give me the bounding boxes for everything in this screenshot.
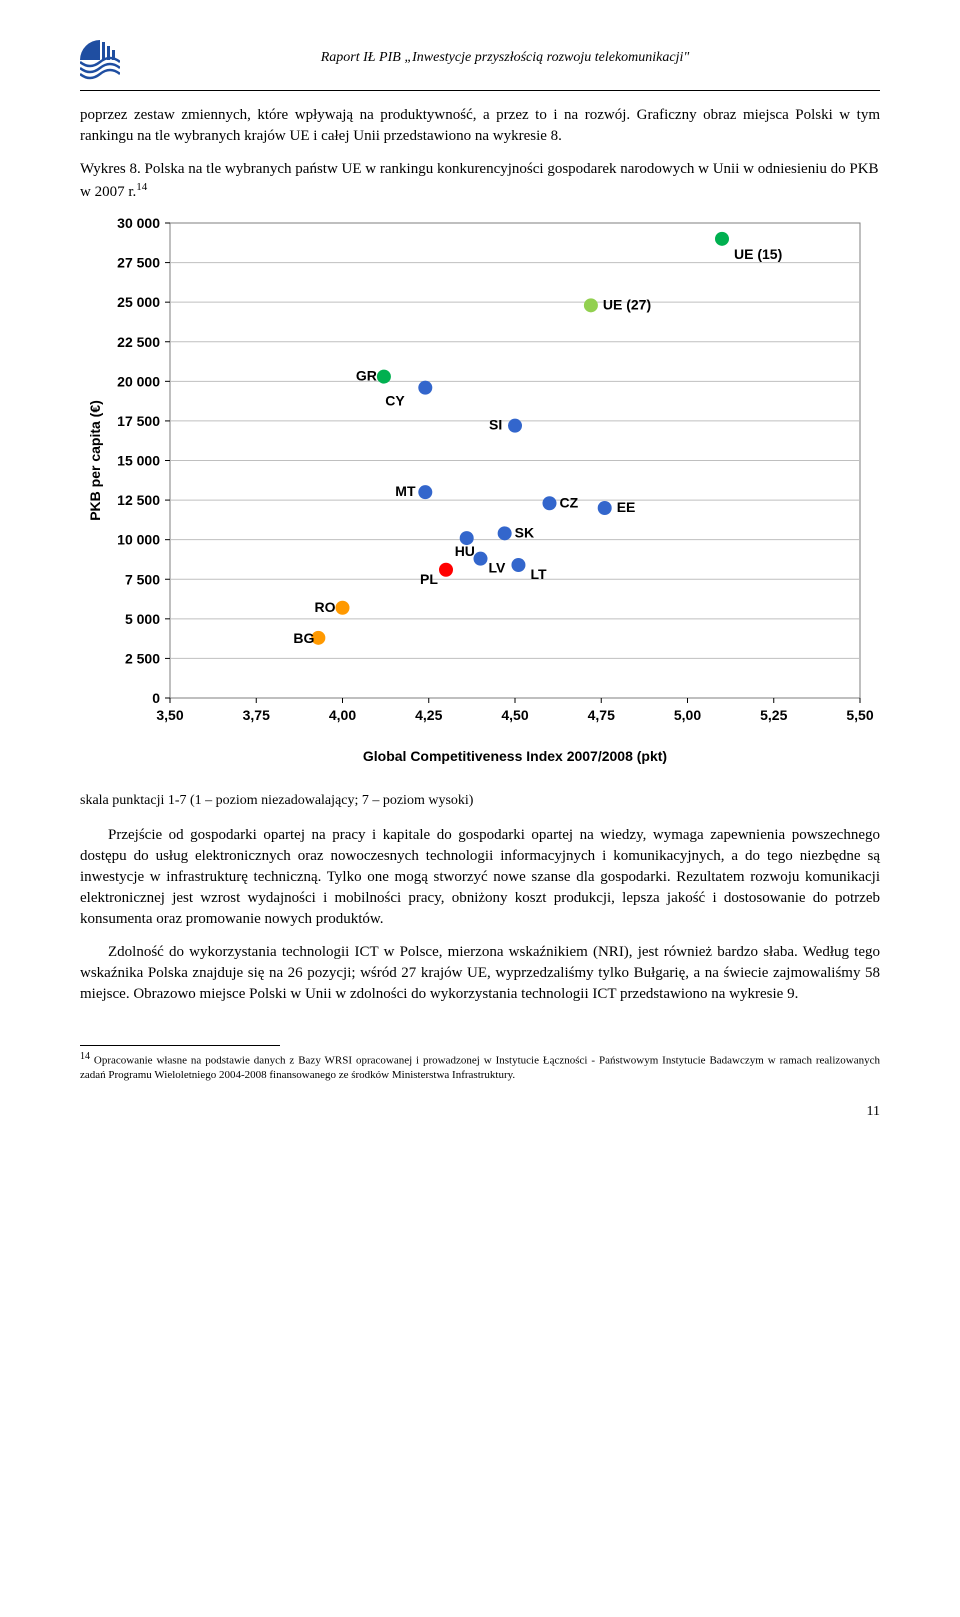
svg-text:7 500: 7 500 xyxy=(125,571,160,587)
svg-text:5,50: 5,50 xyxy=(846,707,873,723)
svg-text:UE (27): UE (27) xyxy=(603,296,651,312)
page-header: Raport IŁ PIB „Inwestycje przyszłością r… xyxy=(80,40,880,80)
svg-text:4,00: 4,00 xyxy=(329,707,356,723)
svg-text:25 000: 25 000 xyxy=(117,294,160,310)
svg-text:10 000: 10 000 xyxy=(117,532,160,548)
scatter-chart: 0 2 500 5 000 7 500 10 000 12 500 15 000 17 500… xyxy=(80,213,880,773)
svg-text:GR: GR xyxy=(356,368,377,384)
caption-label: Wykres 8. xyxy=(80,161,141,177)
svg-text:4,25: 4,25 xyxy=(415,707,442,723)
svg-text:Global Competitiveness Index 2: Global Competitiveness Index 2007/2008 (… xyxy=(363,748,667,764)
svg-text:CY: CY xyxy=(385,393,405,409)
scatter-svg: 0 2 500 5 000 7 500 10 000 12 500 15 000 17 500… xyxy=(80,213,880,773)
caption-text: Polska na tle wybranych państw UE w rank… xyxy=(80,161,879,200)
svg-text:3,50: 3,50 xyxy=(156,707,183,723)
svg-text:22 500: 22 500 xyxy=(117,334,160,350)
svg-text:5,00: 5,00 xyxy=(674,707,701,723)
body-paragraph-2: Zdolność do wykorzystania technologii IC… xyxy=(80,942,880,1005)
body-paragraph-1: Przejście od gospodarki opartej na pracy… xyxy=(80,825,880,930)
svg-text:BG: BG xyxy=(293,630,314,646)
svg-text:4,50: 4,50 xyxy=(501,707,528,723)
page-number: 11 xyxy=(80,1102,880,1122)
svg-text:17 500: 17 500 xyxy=(117,413,160,429)
svg-text:PKB per capita (€): PKB per capita (€) xyxy=(87,400,103,521)
svg-text:UE (15): UE (15) xyxy=(734,246,782,262)
svg-text:27 500: 27 500 xyxy=(117,255,160,271)
intro-paragraph: poprzez zestaw zmiennych, które wpływają… xyxy=(80,105,880,147)
scale-note: skala punktacji 1-7 (1 – poziom niezadow… xyxy=(80,791,880,811)
svg-text:CZ: CZ xyxy=(560,494,579,510)
svg-text:4,75: 4,75 xyxy=(588,707,615,723)
caption-footnote-ref: 14 xyxy=(136,181,147,193)
svg-text:0: 0 xyxy=(152,690,160,706)
svg-text:EE: EE xyxy=(617,499,636,515)
footnote: 14 Opracowanie własne na podstawie danyc… xyxy=(80,1050,880,1082)
svg-text:RO: RO xyxy=(315,599,336,615)
svg-text:SI: SI xyxy=(489,417,502,433)
svg-text:20 000: 20 000 xyxy=(117,373,160,389)
svg-text:5,25: 5,25 xyxy=(760,707,787,723)
figure-caption: Wykres 8. Polska na tle wybranych państw… xyxy=(80,159,880,203)
svg-text:15 000: 15 000 xyxy=(117,453,160,469)
footnote-text: Opracowanie własne na podstawie danych z… xyxy=(80,1054,880,1080)
svg-text:PL: PL xyxy=(420,571,438,587)
svg-text:5 000: 5 000 xyxy=(125,611,160,627)
footnote-number: 14 xyxy=(80,1051,90,1062)
svg-text:MT: MT xyxy=(395,483,416,499)
svg-text:3,75: 3,75 xyxy=(243,707,270,723)
footnote-separator xyxy=(80,1045,280,1046)
svg-text:SK: SK xyxy=(515,524,534,540)
header-title: Raport IŁ PIB „Inwestycje przyszłością r… xyxy=(130,40,880,68)
institute-logo xyxy=(80,40,120,80)
header-rule xyxy=(80,90,880,91)
svg-text:12 500: 12 500 xyxy=(117,492,160,508)
svg-text:2 500: 2 500 xyxy=(125,650,160,666)
svg-text:LT: LT xyxy=(530,566,547,582)
svg-text:HU: HU xyxy=(455,543,475,559)
svg-text:LV: LV xyxy=(489,560,507,576)
svg-text:30 000: 30 000 xyxy=(117,215,160,231)
